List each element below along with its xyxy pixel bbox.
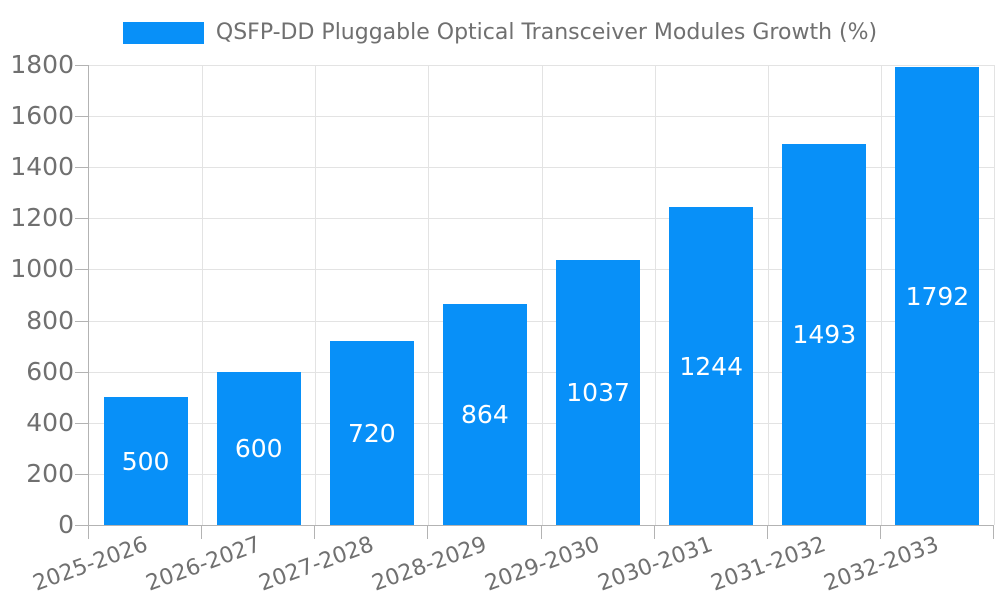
bar-2027-2028[interactable]: 720 — [329, 341, 414, 525]
v-gridline — [428, 65, 430, 525]
bar-value-label: 1037 — [566, 378, 630, 407]
y-axis-tick — [75, 218, 88, 220]
y-axis-tick — [75, 525, 88, 526]
bar-value-label: 1244 — [679, 351, 743, 381]
x-axis-tick — [766, 526, 768, 539]
y-axis-tick — [75, 371, 88, 373]
v-gridline — [654, 65, 656, 525]
v-gridline — [315, 65, 317, 525]
x-axis-tick-label: 2032-2033 — [821, 532, 943, 597]
y-axis-tick — [75, 269, 88, 271]
x-axis-tick — [993, 526, 994, 539]
bar-2025-2026[interactable]: 500 — [103, 397, 188, 525]
bar-2029-2030[interactable]: 1037 — [556, 260, 641, 525]
y-axis-tick — [75, 167, 88, 169]
x-axis-tick-label: 2025-2026 — [29, 532, 151, 597]
y-axis-tick — [75, 473, 88, 475]
bar-value-label: 1493 — [792, 319, 857, 349]
plot-area: 500 600 720 864 1037 1244 1493 1792 — [88, 65, 995, 526]
y-axis-tick-label: 1600 — [10, 101, 74, 131]
x-axis-tick — [88, 526, 89, 539]
bar-2028-2029[interactable]: 864 — [442, 304, 527, 525]
y-axis-tick-label: 600 — [26, 356, 74, 386]
v-gridline — [202, 65, 204, 525]
y-axis-tick — [75, 65, 88, 66]
y-axis-tick-label: 800 — [26, 305, 74, 335]
v-gridline — [880, 65, 882, 525]
y-axis-tick — [75, 116, 88, 118]
bar-value-label: 500 — [121, 446, 170, 476]
legend-label[interactable]: QSFP-DD Pluggable Optical Transceiver Mo… — [215, 20, 878, 45]
bar-value-label: 600 — [234, 433, 283, 463]
v-gridline — [767, 65, 769, 525]
y-axis-tick-label: 1200 — [10, 203, 74, 233]
y-axis-tick — [75, 422, 88, 424]
x-axis-tick — [427, 526, 429, 539]
x-axis-tick-label: 2030-2031 — [595, 532, 717, 597]
legend: QSFP-DD Pluggable Optical Transceiver Mo… — [0, 21, 1000, 45]
x-axis-tick-label: 2029-2030 — [482, 532, 604, 597]
x-axis-tick — [314, 526, 316, 539]
y-axis-tick-label: 1800 — [10, 50, 74, 79]
x-axis-tick-label: 2026-2027 — [142, 532, 264, 597]
bar-value-label: 864 — [461, 400, 509, 430]
y-axis-tick-label: 1000 — [10, 254, 74, 284]
bar-value-label: 1792 — [905, 281, 970, 311]
y-axis-tick-label: 1400 — [10, 152, 74, 182]
v-gridline — [541, 65, 543, 525]
v-gridline — [994, 65, 995, 525]
x-axis-tick — [653, 526, 655, 539]
x-axis-tick-label: 2031-2032 — [708, 532, 830, 597]
y-axis-tick-label: 200 — [26, 458, 74, 488]
bar-2030-2031[interactable]: 1244 — [669, 207, 754, 525]
x-axis-tick-label: 2028-2029 — [368, 532, 491, 597]
x-axis-tick — [540, 526, 542, 539]
bar-2031-2032[interactable]: 1493 — [782, 143, 867, 525]
y-axis-tick-label: 0 — [58, 510, 74, 539]
legend-swatch[interactable] — [122, 22, 204, 44]
bar-value-label: 720 — [347, 418, 396, 448]
x-axis-tick — [201, 526, 203, 539]
x-axis-tick-label: 2027-2028 — [255, 532, 378, 597]
bar-2026-2027[interactable]: 600 — [216, 371, 301, 525]
bar-2032-2033[interactable]: 1792 — [895, 67, 980, 525]
y-axis-tick — [75, 320, 88, 322]
x-axis-tick — [879, 526, 881, 539]
y-axis-tick-label: 400 — [26, 407, 74, 437]
